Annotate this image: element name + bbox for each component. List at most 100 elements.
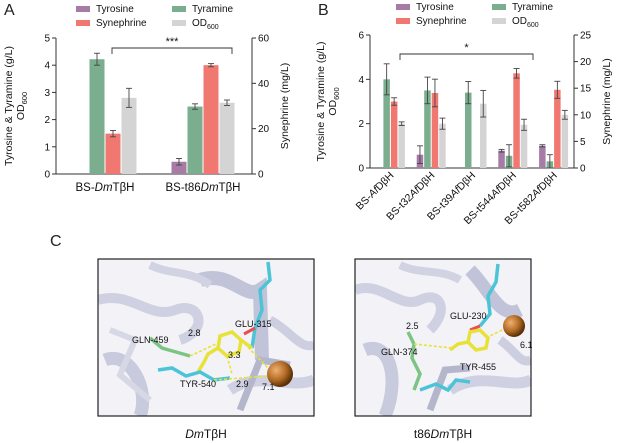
- ligand-sticks: [148, 261, 293, 387]
- legend-swatch: [76, 20, 90, 26]
- ligand-sticks: [406, 263, 525, 393]
- y-tick-label: 0: [358, 164, 364, 175]
- bar-tyramine: [89, 59, 105, 174]
- bar-tyrosine: [539, 145, 546, 168]
- legend-label: Synephrine: [96, 18, 147, 29]
- bar-synephrine: [390, 101, 398, 168]
- y-tick-label: 6: [358, 31, 364, 42]
- bar-od600: [219, 102, 235, 174]
- legend-label: OD600: [192, 18, 219, 31]
- bar-tyramine: [424, 90, 431, 168]
- legend-label: Tyrosine: [416, 2, 454, 13]
- bar-od600: [480, 103, 487, 168]
- protein-ribbon: [355, 261, 531, 416]
- bar-tyramine: [383, 79, 390, 168]
- legend: Tyrosine Tyramine Synephrine OD600: [76, 4, 234, 31]
- legend-swatch: [76, 6, 90, 12]
- structure-panel: GLU-315 GLN-459 TYR-540 2.8 3.3 2.9 7.1: [97, 258, 533, 441]
- panel-label-c: C: [50, 233, 62, 250]
- panel-label-b: B: [318, 2, 329, 19]
- legend-label: Synephrine: [416, 16, 467, 27]
- x-tick-label: BS-DmTβH: [75, 182, 134, 194]
- bar-synephrine: [431, 92, 439, 168]
- bar-od600: [398, 123, 405, 168]
- y-axis-title-od: OD600: [15, 92, 29, 120]
- y-tick-label: 4: [44, 61, 50, 72]
- y-tick-label: 0: [44, 170, 50, 181]
- x-tick-label: BS-AfDβH: [354, 170, 397, 213]
- panel-label-a: A: [4, 2, 15, 19]
- bar-synephrine: [554, 89, 561, 168]
- y-tick-label: 1: [44, 142, 50, 153]
- y-tick-label: 3: [44, 88, 50, 99]
- y2-tick-label: 60: [258, 34, 270, 45]
- distance-label: 7.1: [262, 382, 275, 392]
- structure-right: GLU-230 GLN-374 TYR-455 2.5 6.1: [354, 258, 533, 417]
- legend: Tyrosine Tyramine Synephrine OD600: [396, 2, 554, 29]
- y2-tick-label: 15: [580, 84, 592, 95]
- distance-label: 3.3: [228, 350, 241, 360]
- y2-axis-title: Synephrine (mg/L): [601, 58, 613, 144]
- y-axis-title: Tyrosine & Tyramine (g/L): [3, 46, 15, 166]
- y2-tick-label: 10: [580, 110, 592, 121]
- chart-a: Tyrosine Tyramine Synephrine OD600 0 1 2 3 4 5 0 20…: [3, 4, 291, 194]
- residue-label: GLN-459: [132, 335, 169, 345]
- residue-label: GLN-374: [381, 347, 418, 357]
- y-axis-title: Tyrosine & Tyramine (g/L): [315, 41, 327, 161]
- bar-tyrosine: [498, 150, 505, 168]
- significance-stars: ***: [166, 36, 180, 48]
- legend-swatch: [492, 18, 506, 24]
- protein-ribbon: [98, 261, 314, 416]
- bar-tyramine: [465, 92, 472, 168]
- metal-ion-sphere: [503, 315, 525, 337]
- legend-swatch: [172, 6, 186, 12]
- y2-tick-label: 0: [258, 170, 264, 181]
- y-tick-label: 2: [358, 119, 364, 130]
- y2-tick-label: 20: [258, 124, 270, 135]
- legend-swatch: [172, 20, 186, 26]
- residue-label: TYR-540: [180, 379, 216, 389]
- structure-caption-left: DmTβH: [185, 427, 227, 441]
- structure-left: GLU-315 GLN-459 TYR-540 2.8 3.3 2.9 7.1: [97, 258, 315, 417]
- y2-tick-label: 5: [580, 137, 586, 148]
- bar-od600: [439, 123, 446, 168]
- distance-label: 2.8: [188, 328, 201, 338]
- y-tick-label: 5: [44, 34, 50, 45]
- significance-bracket: [399, 53, 534, 60]
- legend-label: Tyramine: [192, 4, 234, 15]
- y-tick-label: 2: [44, 115, 50, 126]
- y2-tick-label: 20: [580, 57, 592, 68]
- metal-ion-sphere: [267, 361, 293, 387]
- y-tick-label: 4: [358, 75, 364, 86]
- residue-label: GLU-230: [450, 311, 487, 321]
- structure-caption-right: t86DmTβH: [414, 427, 472, 441]
- significance-stars: *: [464, 42, 469, 54]
- significance-bracket: [111, 47, 233, 54]
- y2-tick-label: 40: [258, 79, 270, 90]
- y2-tick-label: 0: [580, 164, 586, 175]
- bar-synephrine: [105, 133, 121, 174]
- bar-od600: [561, 114, 569, 168]
- legend-swatch: [396, 18, 410, 24]
- residue-label: TYR-455: [460, 362, 496, 372]
- distance-label: 2.5: [406, 321, 419, 331]
- y2-axis-title: Synephrine (mg/L): [279, 63, 291, 149]
- x-tick-label: BS-t86DmTβH: [165, 182, 240, 194]
- legend-label: OD600: [512, 16, 539, 29]
- bar-synephrine: [203, 65, 219, 174]
- distance-label: 6.1: [520, 340, 533, 350]
- residue-label: GLU-315: [235, 319, 272, 329]
- y2-tick-label: 25: [580, 31, 592, 42]
- distance-label: 2.9: [236, 379, 249, 389]
- bar-od600: [121, 97, 137, 174]
- legend-label: Tyrosine: [96, 4, 134, 15]
- bar-synephrine: [513, 73, 520, 168]
- legend-swatch: [492, 4, 506, 10]
- bar-od600: [520, 124, 528, 168]
- bar-tyrosine: [171, 161, 187, 174]
- bar-tyramine: [187, 106, 203, 174]
- legend-swatch: [396, 4, 410, 10]
- legend-label: Tyramine: [512, 2, 554, 13]
- chart-b: Tyrosine Tyramine Synephrine OD600 0 2 4 6 0 5 10 1…: [315, 2, 613, 227]
- y-axis-title-od: OD600: [327, 87, 341, 115]
